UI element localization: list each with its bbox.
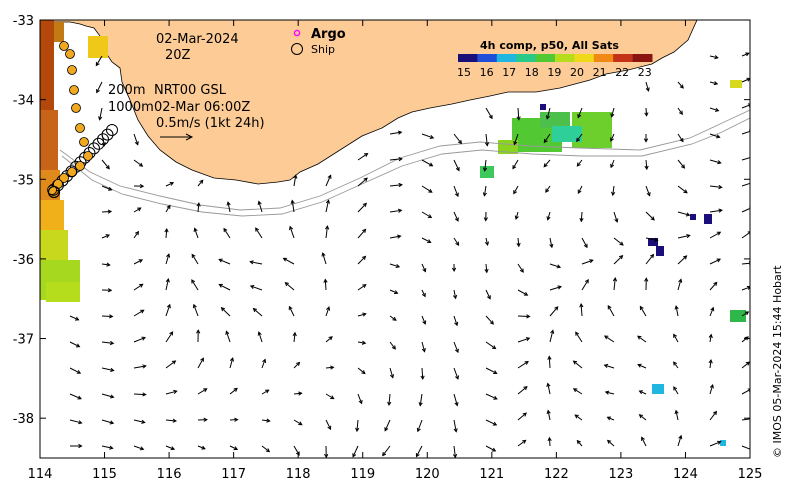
y-tick-label: -35 (13, 173, 34, 188)
colorbar-title: 4h comp, p50, All Sats (480, 39, 619, 52)
ship-position-marker (76, 124, 85, 133)
colorbar-tick-label: 22 (615, 66, 629, 79)
x-tick-label: 119 (350, 467, 375, 482)
ship-position-marker (68, 66, 77, 75)
ship-position-marker (84, 152, 93, 161)
colorbar-tick-label: 23 (638, 66, 652, 79)
x-tick-label: 116 (157, 467, 182, 482)
ship-position-marker (70, 86, 79, 95)
colorbar-segment (555, 54, 575, 62)
x-tick-label: 120 (415, 467, 440, 482)
y-tick-label: -34 (13, 94, 34, 109)
colorbar-tick-label: 16 (480, 66, 494, 79)
colorbar-tick-label: 18 (525, 66, 539, 79)
scale-label: 0.5m/s (1kt 24h) (156, 116, 265, 131)
colorbar-tick-label: 21 (593, 66, 607, 79)
x-tick-label: 121 (479, 467, 504, 482)
y-tick-label: -33 (13, 14, 34, 29)
isobath-200-label: 200m (108, 83, 145, 98)
ship-position-marker (66, 50, 75, 59)
argo-legend-label: Argo (311, 27, 346, 42)
map-date: 02-Mar-2024 (156, 32, 239, 47)
colorbar-tick-label: 15 (457, 66, 471, 79)
colorbar-segment (536, 54, 556, 62)
colorbar-segment (613, 54, 633, 62)
x-tick-label: 124 (673, 467, 698, 482)
colorbar-segment (574, 54, 594, 62)
y-tick-label: -37 (13, 333, 34, 348)
x-tick-label: 123 (608, 467, 633, 482)
isobath-1000-label: 1000m (108, 100, 154, 115)
ship-position-marker (80, 138, 89, 147)
x-tick-label: 114 (28, 467, 53, 482)
colorbar-tick-label: 19 (547, 66, 561, 79)
colorbar-segment (594, 54, 614, 62)
colorbar-segment (458, 54, 478, 62)
ship-position-marker (60, 42, 69, 51)
x-tick-label: 115 (92, 467, 117, 482)
credit-label: © IMOS 05-Mar-2024 15:44 Hobart (771, 265, 784, 458)
y-tick-label: -36 (13, 253, 34, 268)
map-time: 20Z (165, 48, 191, 63)
ship-position-marker (68, 168, 77, 177)
colorbar-segment (477, 54, 497, 62)
x-tick-label: 125 (738, 467, 763, 482)
colorbar-ticks: 15 16 17 18 19 20 21 22 23 (457, 66, 652, 79)
x-tick-label: 122 (544, 467, 569, 482)
ship-position-marker (76, 162, 85, 171)
colorbar-segment (633, 54, 653, 62)
ship-legend-label: Ship (311, 43, 335, 56)
product-time: 02-Mar 06:00Z (154, 100, 250, 115)
x-tick-label: 118 (286, 467, 311, 482)
colorbar (458, 54, 653, 62)
y-tick-label: -38 (13, 412, 34, 427)
colorbar-segment (497, 54, 517, 62)
product-label: NRT00 GSL (154, 83, 227, 98)
colorbar-tick-label: 17 (502, 66, 516, 79)
colorbar-segment (516, 54, 536, 62)
ship-position-marker (72, 104, 81, 113)
colorbar-tick-label: 20 (570, 66, 584, 79)
x-tick-label: 117 (221, 467, 246, 482)
